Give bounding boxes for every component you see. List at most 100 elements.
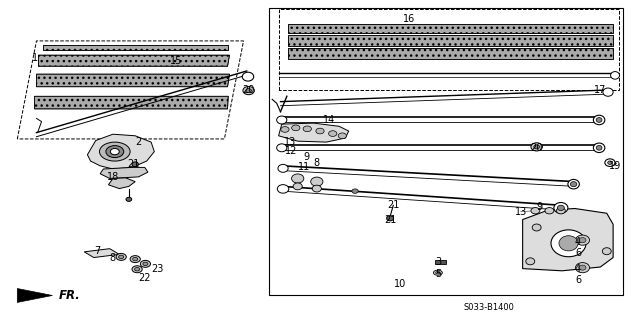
Polygon shape xyxy=(35,96,228,109)
Text: 14: 14 xyxy=(323,115,336,125)
Ellipse shape xyxy=(143,262,148,266)
Ellipse shape xyxy=(352,189,358,193)
Text: 4: 4 xyxy=(575,263,581,274)
Ellipse shape xyxy=(277,185,289,193)
Ellipse shape xyxy=(545,208,554,214)
Ellipse shape xyxy=(292,174,304,183)
Ellipse shape xyxy=(433,270,442,275)
Ellipse shape xyxy=(246,88,252,93)
Ellipse shape xyxy=(557,205,564,211)
Text: S033-B1400: S033-B1400 xyxy=(463,303,515,312)
Ellipse shape xyxy=(593,143,605,152)
Text: 6: 6 xyxy=(575,248,581,258)
Ellipse shape xyxy=(276,144,287,152)
Ellipse shape xyxy=(278,164,288,172)
Ellipse shape xyxy=(554,203,568,213)
Ellipse shape xyxy=(575,263,589,273)
Ellipse shape xyxy=(140,260,150,267)
Ellipse shape xyxy=(303,126,312,132)
Text: 15: 15 xyxy=(170,56,183,66)
Ellipse shape xyxy=(596,145,602,150)
Ellipse shape xyxy=(551,230,586,257)
Text: 17: 17 xyxy=(594,85,607,95)
Text: 9: 9 xyxy=(537,202,543,212)
Text: 7: 7 xyxy=(94,246,100,256)
Ellipse shape xyxy=(593,115,605,125)
Ellipse shape xyxy=(126,197,132,201)
Text: 8: 8 xyxy=(110,253,116,263)
Polygon shape xyxy=(43,45,228,50)
Ellipse shape xyxy=(106,145,124,158)
Ellipse shape xyxy=(532,224,541,231)
Ellipse shape xyxy=(132,257,138,261)
Text: 12: 12 xyxy=(285,146,298,156)
Ellipse shape xyxy=(292,125,300,131)
Ellipse shape xyxy=(316,128,324,134)
Polygon shape xyxy=(108,178,135,189)
Text: 4: 4 xyxy=(575,237,581,247)
Polygon shape xyxy=(17,288,52,302)
Ellipse shape xyxy=(116,253,126,260)
Polygon shape xyxy=(38,55,230,66)
Ellipse shape xyxy=(570,182,577,187)
Polygon shape xyxy=(278,123,349,142)
Polygon shape xyxy=(36,74,230,87)
Ellipse shape xyxy=(312,185,321,192)
Ellipse shape xyxy=(436,271,440,274)
Ellipse shape xyxy=(531,208,540,214)
Text: FR.: FR. xyxy=(59,289,81,302)
Text: 1: 1 xyxy=(32,53,38,63)
Ellipse shape xyxy=(602,248,611,255)
Ellipse shape xyxy=(276,116,287,124)
Text: 21: 21 xyxy=(128,159,140,169)
Text: 21: 21 xyxy=(384,215,396,225)
Polygon shape xyxy=(288,34,613,46)
Ellipse shape xyxy=(559,236,578,251)
Text: 13: 13 xyxy=(284,137,296,147)
Ellipse shape xyxy=(243,86,254,95)
Text: 13: 13 xyxy=(515,207,527,217)
Ellipse shape xyxy=(531,143,542,151)
Text: 11: 11 xyxy=(298,162,310,172)
Ellipse shape xyxy=(534,145,540,149)
Text: 18: 18 xyxy=(107,172,119,182)
Ellipse shape xyxy=(310,177,323,186)
Polygon shape xyxy=(88,134,154,169)
Ellipse shape xyxy=(387,216,394,221)
Ellipse shape xyxy=(110,148,119,155)
Text: 6: 6 xyxy=(575,275,581,285)
Polygon shape xyxy=(100,167,148,178)
Polygon shape xyxy=(435,260,446,264)
Text: 9: 9 xyxy=(303,152,309,162)
Text: 20: 20 xyxy=(243,85,255,95)
Ellipse shape xyxy=(243,72,253,81)
Text: 2: 2 xyxy=(135,137,141,147)
Ellipse shape xyxy=(596,118,602,122)
Text: 16: 16 xyxy=(403,14,415,24)
Ellipse shape xyxy=(338,133,346,139)
Text: 5: 5 xyxy=(435,269,441,279)
Ellipse shape xyxy=(556,208,565,214)
Ellipse shape xyxy=(579,265,586,270)
Ellipse shape xyxy=(568,179,579,189)
Ellipse shape xyxy=(130,256,140,263)
Text: 8: 8 xyxy=(314,158,320,168)
Polygon shape xyxy=(84,249,119,257)
Text: 22: 22 xyxy=(138,273,151,283)
Ellipse shape xyxy=(328,131,337,137)
Polygon shape xyxy=(523,209,613,271)
Ellipse shape xyxy=(608,161,612,164)
Ellipse shape xyxy=(132,162,138,167)
Ellipse shape xyxy=(603,88,613,96)
Ellipse shape xyxy=(575,235,589,245)
Ellipse shape xyxy=(526,258,535,265)
Ellipse shape xyxy=(579,238,586,243)
Ellipse shape xyxy=(281,127,289,132)
Ellipse shape xyxy=(611,71,620,79)
Ellipse shape xyxy=(293,183,302,190)
Text: 19: 19 xyxy=(609,161,621,171)
Ellipse shape xyxy=(118,255,124,259)
Ellipse shape xyxy=(134,268,140,271)
Text: 21: 21 xyxy=(387,200,399,210)
Ellipse shape xyxy=(605,159,615,167)
